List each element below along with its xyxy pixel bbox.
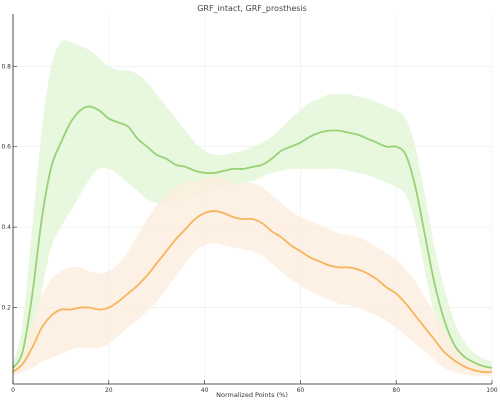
- y-tick-label-0: 0.2: [1, 305, 11, 312]
- x-tick-label-5: 100: [486, 387, 498, 394]
- x-tick-label-3: 60: [297, 387, 305, 394]
- series-1-mean-line: [12, 210, 493, 373]
- x-tick-label-1: 20: [105, 387, 113, 394]
- x-tick-label-0: 0: [11, 387, 15, 394]
- band-layer: [13, 40, 492, 377]
- axis-layer: 0 20 40 60 80 100 0.2 0.4 0.6 0.8: [1, 14, 498, 394]
- series-0-band: [13, 40, 492, 375]
- series-0-mean-line: [12, 105, 493, 369]
- line-layer: [12, 105, 493, 373]
- y-tick-label-2: 0.6: [1, 144, 11, 151]
- y-tick-label-1: 0.4: [1, 224, 11, 231]
- y-tick-label-3: 0.8: [1, 63, 11, 70]
- chart-title: GRF_intact, GRF_prosthesis: [197, 4, 307, 13]
- series-1-band: [13, 176, 492, 377]
- x-tick-label-2: 40: [201, 387, 209, 394]
- x-tick-label-4: 80: [392, 387, 400, 394]
- x-axis-label: Normalized Points (%): [216, 391, 288, 399]
